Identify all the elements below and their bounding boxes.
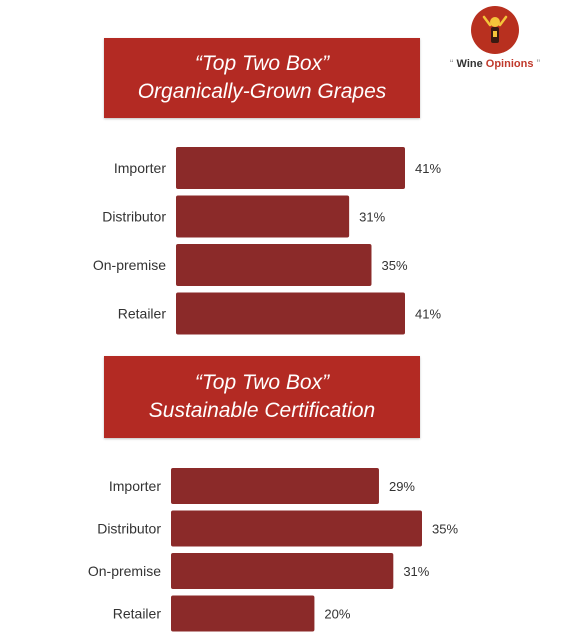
chart-2-title-line1: “Top Two Box”: [194, 371, 330, 394]
chart-1-bar-distributor: [176, 195, 350, 238]
chart-1-bar-importer: [176, 147, 405, 189]
chart-1-category-label: Retailer: [118, 306, 167, 322]
chart-1-title-line2: Organically-Grown Grapes: [137, 80, 387, 103]
logo-open-quote: “: [449, 58, 454, 70]
chart-2-category-label: Importer: [109, 478, 161, 494]
chart-1-value-label: 41%: [415, 307, 441, 322]
chart-2-category-label: Retailer: [113, 606, 162, 622]
chart-2-value-label: 31%: [403, 564, 429, 579]
chart-2-bar-distributor: [171, 510, 422, 547]
chart-1-bar-retailer: [176, 292, 405, 335]
chart-2-title-banner: “Top Two Box” Sustainable Certification: [104, 356, 420, 438]
wine-opinions-logo-icon: [471, 6, 519, 54]
chart-1-category-label: Distributor: [102, 209, 166, 225]
chart-2-value-label: 20%: [324, 607, 350, 622]
logo-close-quote: ”: [536, 58, 541, 70]
wine-opinions-wordmark: “ Wine Opinions ”: [445, 58, 545, 70]
chart-2-bar-importer: [171, 468, 379, 504]
chart-1-value-label: 35%: [381, 258, 407, 273]
chart-2-category-label: Distributor: [97, 521, 161, 537]
chart-1-title-banner: “Top Two Box” Organically-Grown Grapes: [104, 38, 420, 118]
chart-1-category-label: Importer: [114, 160, 166, 176]
logo-name-part1: Wine: [456, 58, 483, 70]
chart-2-bar-retailer: [171, 595, 315, 632]
chart-1-value-label: 41%: [415, 161, 441, 176]
chart-2-category-label: On-premise: [88, 563, 161, 579]
chart-1-title-line1: “Top Two Box”: [194, 52, 330, 75]
chart-2-bar-on-premise: [171, 553, 394, 589]
chart-1-category-label: On-premise: [93, 257, 166, 273]
chart-2-value-label: 35%: [432, 522, 458, 537]
chart-1-organically-grown-grapes: Importer 41% Distributor 31% On-premise 35% Re…: [93, 147, 441, 335]
logo-name-part2: Opinions: [485, 58, 534, 70]
chart-1-bar-on-premise: [176, 244, 372, 286]
wine-opinions-logo: “ Wine Opinions ”: [445, 6, 545, 70]
chart-2-sustainable-certification: Importer 29% Distributor 35% On-premise 31% Re…: [88, 468, 458, 632]
chart-1-value-label: 31%: [359, 210, 385, 225]
chart-2-value-label: 29%: [389, 479, 415, 494]
chart-2-title-line2: Sustainable Certification: [148, 399, 376, 422]
